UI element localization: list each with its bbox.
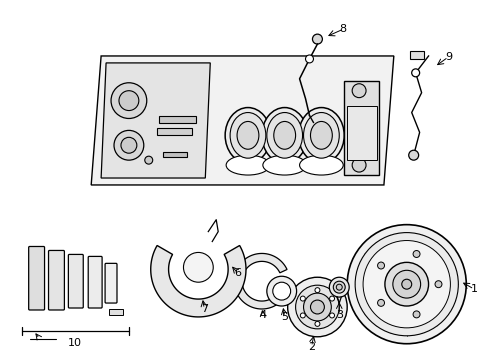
Circle shape [392, 270, 420, 298]
Circle shape [312, 34, 322, 44]
FancyBboxPatch shape [68, 255, 83, 308]
Text: 3: 3 [335, 310, 342, 320]
Ellipse shape [303, 113, 339, 158]
Bar [109, 309, 122, 315]
Bar [163, 152, 187, 157]
FancyBboxPatch shape [48, 251, 64, 310]
Circle shape [351, 158, 366, 172]
Circle shape [114, 130, 143, 160]
Bar [346, 105, 376, 160]
Polygon shape [101, 63, 210, 178]
Circle shape [111, 83, 146, 118]
Circle shape [328, 277, 348, 297]
Ellipse shape [310, 121, 332, 149]
Text: 2: 2 [307, 342, 314, 352]
Text: 8: 8 [339, 24, 346, 34]
Circle shape [183, 252, 213, 282]
Circle shape [295, 285, 339, 329]
Circle shape [408, 150, 418, 160]
Circle shape [300, 313, 305, 318]
Bar [156, 129, 192, 135]
Ellipse shape [262, 108, 307, 163]
Polygon shape [91, 56, 393, 185]
Bar [409, 51, 423, 59]
Ellipse shape [263, 155, 306, 175]
Circle shape [272, 282, 290, 300]
Circle shape [329, 313, 334, 318]
Text: 6: 6 [234, 268, 241, 278]
Circle shape [377, 300, 384, 306]
Ellipse shape [298, 108, 344, 163]
Ellipse shape [230, 113, 265, 158]
Circle shape [336, 284, 342, 290]
Circle shape [303, 293, 331, 321]
Circle shape [346, 225, 466, 344]
Ellipse shape [237, 121, 258, 149]
Ellipse shape [225, 155, 269, 175]
Circle shape [119, 91, 139, 111]
Circle shape [287, 277, 346, 337]
Circle shape [144, 156, 152, 164]
Text: 10: 10 [68, 338, 82, 348]
Circle shape [314, 321, 319, 327]
Bar [158, 116, 196, 123]
FancyBboxPatch shape [88, 256, 102, 308]
Circle shape [377, 262, 384, 269]
Circle shape [314, 288, 319, 293]
FancyBboxPatch shape [105, 264, 117, 303]
Circle shape [401, 279, 411, 289]
Circle shape [300, 296, 305, 301]
Text: 1: 1 [470, 284, 477, 294]
Circle shape [362, 240, 449, 328]
Ellipse shape [266, 113, 302, 158]
Circle shape [305, 55, 313, 63]
Circle shape [121, 137, 137, 153]
Polygon shape [150, 246, 245, 317]
Circle shape [411, 69, 419, 77]
Text: 9: 9 [444, 52, 451, 62]
Polygon shape [234, 253, 286, 309]
Circle shape [266, 276, 296, 306]
Circle shape [412, 251, 419, 257]
Circle shape [434, 281, 441, 288]
Text: 5: 5 [281, 312, 287, 322]
Circle shape [333, 281, 345, 293]
Text: 7: 7 [201, 304, 207, 314]
Ellipse shape [299, 155, 343, 175]
Bar [344, 81, 378, 175]
FancyBboxPatch shape [29, 247, 44, 310]
Circle shape [329, 296, 334, 301]
Circle shape [351, 84, 366, 98]
Circle shape [384, 262, 427, 306]
Circle shape [354, 233, 457, 336]
Circle shape [412, 311, 419, 318]
Ellipse shape [224, 108, 270, 163]
Ellipse shape [273, 121, 295, 149]
Circle shape [310, 300, 324, 314]
Text: 4: 4 [259, 310, 266, 320]
